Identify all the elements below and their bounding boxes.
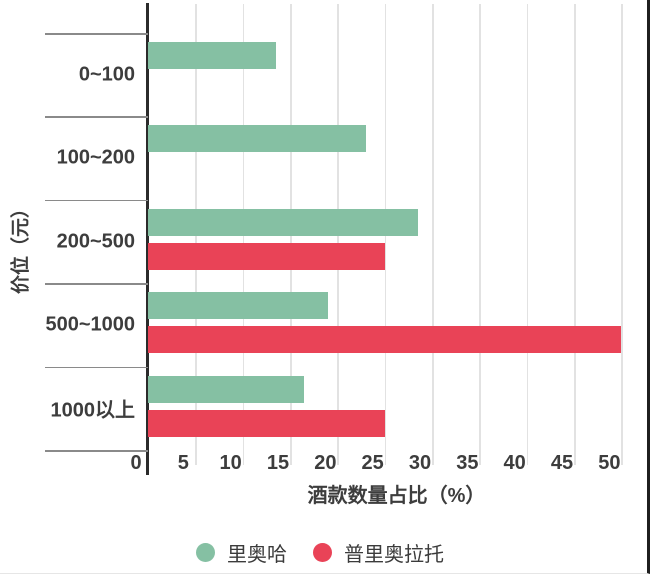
legend-dot-icon (196, 543, 215, 562)
y-axis-line (146, 3, 149, 475)
legend-dot-icon (313, 543, 332, 562)
bar-里奥哈-0~100 (148, 42, 276, 69)
bar-里奥哈-500~1000 (148, 292, 328, 320)
x-tick-label: 10 (219, 452, 242, 474)
category-label: 200~500 (56, 230, 135, 252)
x-tick-label: 0 (130, 452, 142, 474)
category-tick-line (45, 199, 148, 202)
category-label: 100~200 (56, 146, 135, 169)
legend-item: 普里奥拉托 (313, 538, 444, 567)
category-tick-line (45, 450, 148, 452)
category-tick-line (45, 33, 148, 35)
bar-里奥哈-200~500 (148, 208, 418, 236)
bar-普里奥拉托-1000以上 (148, 409, 385, 437)
y-axis-title: 价位（元） (10, 199, 32, 295)
legend-label: 普里奥拉托 (344, 544, 444, 566)
category-tick-line (45, 116, 148, 118)
x-axis-title: 酒款数量占比（%） (307, 485, 486, 507)
category-tick-line (45, 283, 148, 285)
category-label: 0~100 (78, 63, 135, 86)
category-tick-line (45, 366, 148, 369)
gridline (574, 4, 576, 465)
bar-里奥哈-100~200 (148, 125, 366, 153)
bar-里奥哈-1000以上 (148, 375, 305, 403)
x-tick-label: 15 (266, 452, 290, 474)
gridline (432, 4, 434, 465)
gridline (479, 4, 481, 465)
category-label: 1000以上 (50, 399, 136, 422)
x-tick-label: 30 (408, 452, 432, 474)
x-tick-label: 5 (177, 452, 189, 474)
bar-普里奥拉托-200~500 (148, 242, 385, 270)
gridline (621, 4, 623, 465)
category-label: 500~1000 (45, 313, 135, 336)
x-tick-label: 45 (550, 452, 574, 474)
bar-普里奥拉托-500~1000 (148, 326, 622, 354)
x-tick-label: 35 (456, 452, 479, 474)
x-tick-label: 25 (361, 452, 384, 474)
x-tick-label: 40 (503, 452, 526, 474)
legend-item: 里奥哈 (196, 538, 287, 567)
legend-label: 里奥哈 (227, 544, 287, 566)
x-tick-label: 50 (598, 452, 621, 474)
x-tick-label: 20 (314, 452, 337, 474)
legend: 里奥哈 普里奥拉托 (0, 538, 640, 567)
gridline (526, 4, 529, 465)
